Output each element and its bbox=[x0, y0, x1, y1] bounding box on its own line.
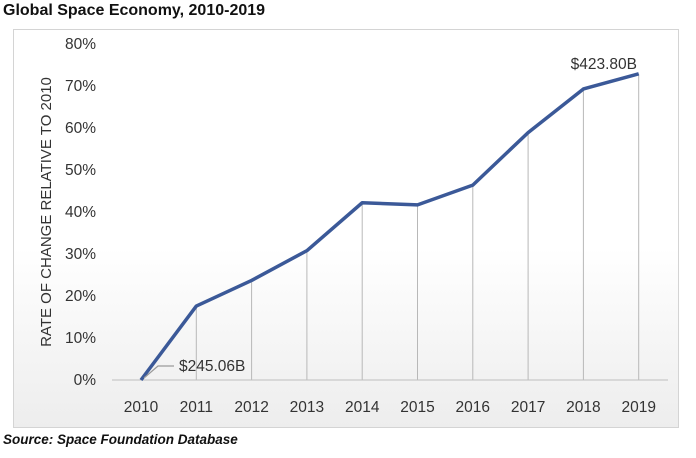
x-tick-label: 2017 bbox=[511, 399, 545, 416]
y-tick-label: 30% bbox=[65, 246, 96, 263]
chart-title: Global Space Economy, 2010-2019 bbox=[3, 2, 266, 19]
y-tick-label: 50% bbox=[65, 162, 96, 179]
source-note: Source: Space Foundation Database bbox=[3, 432, 238, 447]
x-tick-label: 2019 bbox=[621, 399, 655, 416]
y-tick-label: 40% bbox=[65, 204, 96, 221]
x-tick-label: 2016 bbox=[456, 399, 490, 416]
annotation-leader-line bbox=[143, 365, 174, 379]
y-axis-tick-labels: 0% 10% 20% 30% 40% 50% 60% 70% 80% bbox=[65, 36, 96, 389]
chart-frame bbox=[13, 29, 679, 428]
y-tick-label: 20% bbox=[65, 288, 96, 305]
x-tick-label: 2010 bbox=[124, 399, 159, 416]
y-tick-label: 80% bbox=[65, 36, 96, 53]
vertical-gridlines bbox=[195, 73, 640, 380]
y-tick-label: 10% bbox=[65, 330, 96, 347]
x-tick-label: 2018 bbox=[566, 399, 600, 416]
y-tick-label: 70% bbox=[65, 78, 96, 95]
y-tick-label: 0% bbox=[74, 372, 97, 389]
x-tick-label: 2013 bbox=[290, 399, 324, 416]
x-tick-label: 2012 bbox=[234, 399, 268, 416]
annotation-label-start: $245.06B bbox=[179, 358, 245, 375]
y-axis-label: RATE OF CHANGE RELATIVE TO 2010 bbox=[38, 77, 55, 347]
x-tick-label: 2014 bbox=[345, 399, 380, 416]
x-tick-label: 2015 bbox=[400, 399, 434, 416]
annotation-label-end: $423.80B bbox=[571, 56, 637, 73]
series-line bbox=[139, 72, 640, 382]
y-tick-label: 60% bbox=[65, 120, 96, 137]
x-tick-label: 2011 bbox=[180, 399, 213, 416]
annotations: $245.06B $423.80B bbox=[143, 56, 637, 379]
x-axis-tick-labels: 2010 2011 2012 2013 2014 2015 2016 2017 2018 2019 bbox=[124, 399, 656, 416]
